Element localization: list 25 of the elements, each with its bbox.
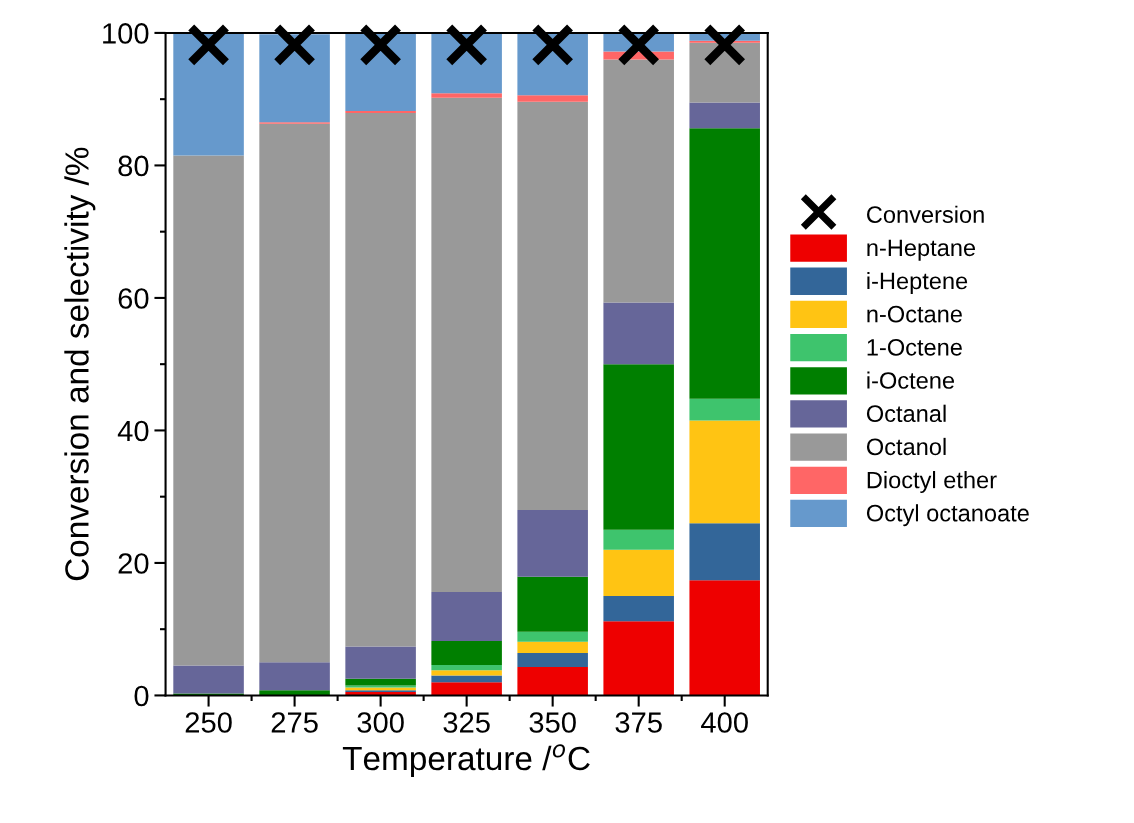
y-tick-label: 20 — [118, 553, 149, 574]
y-tick-label: 80 — [118, 155, 149, 177]
legend-label: 1-Octene — [867, 338, 962, 356]
y-tick-label: 100 — [103, 23, 149, 44]
legend-label: Octanol — [866, 437, 946, 456]
x-tick-label: 300 — [357, 712, 404, 733]
y-axis-title: Conversion and selectivity /% — [64, 147, 96, 581]
y-tick-label: 0 — [134, 685, 149, 707]
x-tick-label: 350 — [529, 712, 576, 733]
legend-label: Octanal — [866, 404, 946, 423]
x-tick-label: 250 — [185, 712, 232, 733]
y-tick-label: 60 — [118, 288, 149, 309]
legend-label: Octyl octanoate — [866, 504, 1029, 527]
y-tick-label: 40 — [117, 420, 149, 442]
legend-label: Dioctyl ether — [867, 471, 997, 494]
x-tick-label: 325 — [443, 712, 490, 733]
x-tick-label: 375 — [615, 712, 662, 733]
x-tick-label: 275 — [271, 712, 318, 733]
legend-label: n-Octane — [867, 305, 962, 323]
legend-label: n-Heptane — [867, 239, 976, 261]
legend-label: i-Heptene — [867, 271, 968, 294]
legend-label: Conversion — [867, 205, 984, 223]
x-axis-title: Temperature /$^{o}$C — [342, 744, 590, 777]
x-tick-label: 400 — [701, 712, 748, 733]
legend-label: i-Octene — [867, 371, 955, 389]
